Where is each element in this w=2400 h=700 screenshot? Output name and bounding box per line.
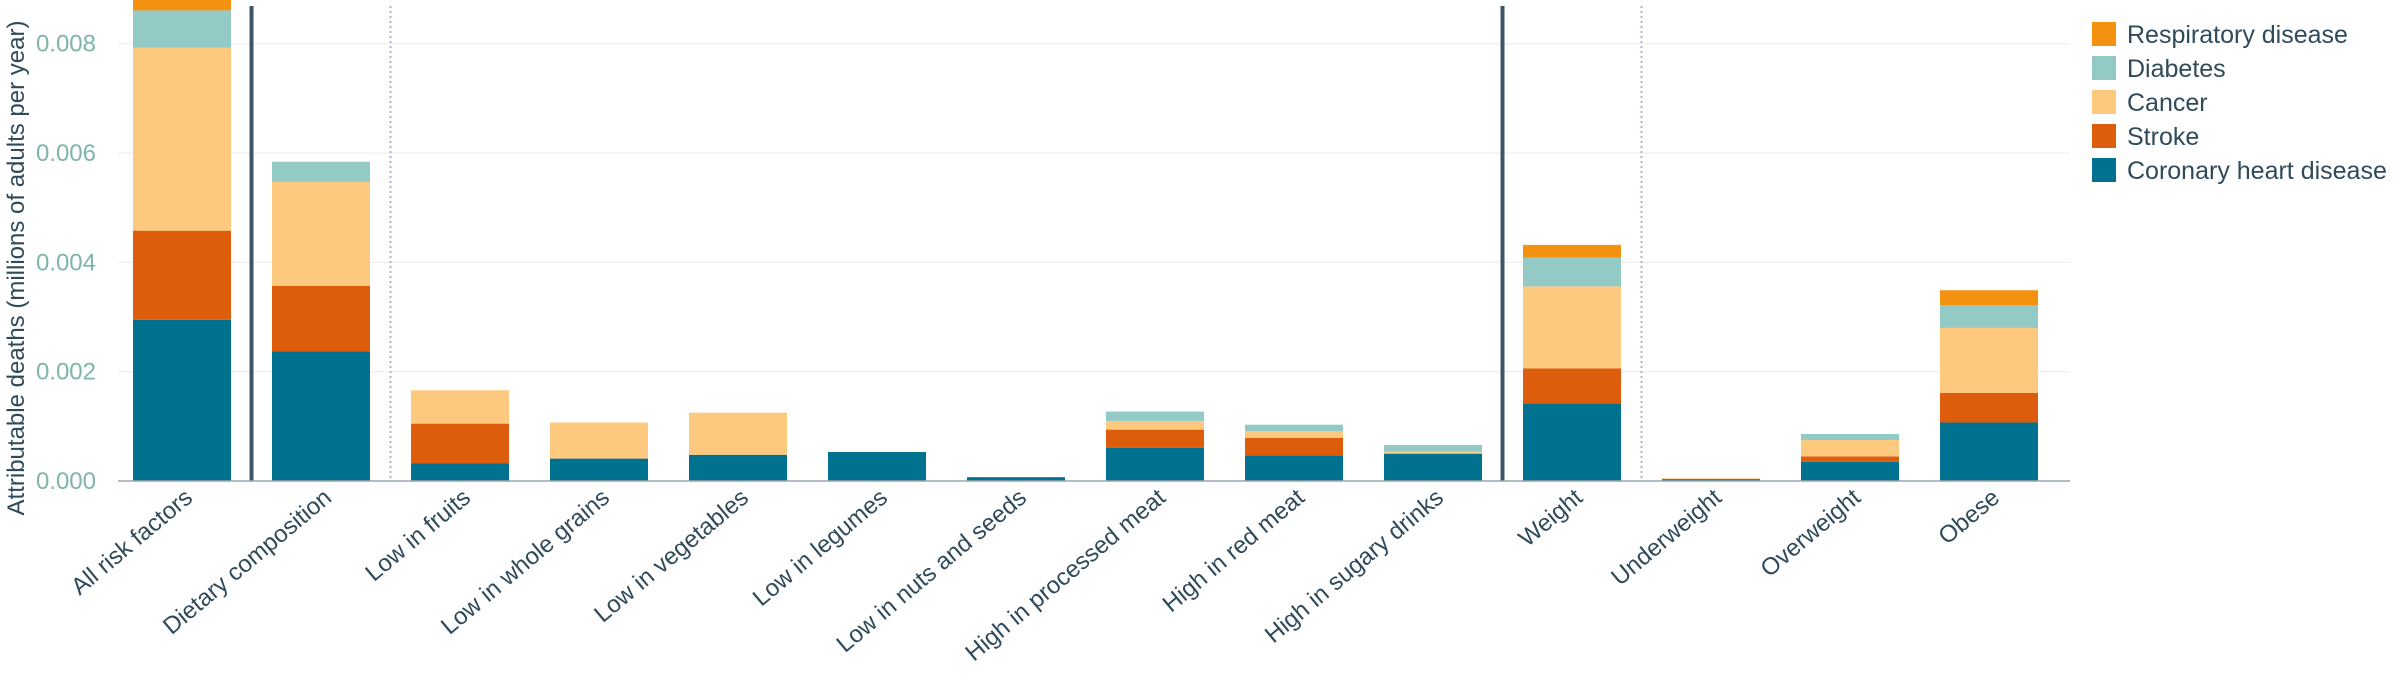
- bars: [133, 0, 2038, 481]
- bar-segment-cancer: [1106, 420, 1204, 430]
- bar-segment-coronary-heart-disease: [411, 463, 509, 481]
- legend-label: Coronary heart disease: [2127, 157, 2387, 185]
- bar-segment-respiratory-disease: [1940, 290, 2038, 305]
- bar-segment-stroke: [411, 423, 509, 464]
- bar-segment-cancer: [133, 47, 231, 231]
- bar-segment-coronary-heart-disease: [1523, 403, 1621, 481]
- bar-segment-stroke: [1523, 368, 1621, 404]
- legend-label: Cancer: [2127, 89, 2208, 117]
- y-axis-title: Attributable deaths (millions of adults …: [3, 21, 30, 516]
- x-category-label: Low in vegetables: [589, 484, 754, 628]
- group-separators: [249, 6, 1643, 481]
- bar-segment-stroke: [133, 230, 231, 320]
- bar-segment-stroke: [1245, 437, 1343, 456]
- bar-segment-cancer: [1523, 286, 1621, 369]
- x-category-label: Weight: [1514, 484, 1588, 553]
- legend-swatch: [2092, 158, 2116, 182]
- bar-segment-diabetes: [272, 161, 370, 183]
- bar-segment-coronary-heart-disease: [1384, 453, 1482, 481]
- legend-swatch: [2092, 90, 2116, 114]
- y-tick-label: 0.000: [36, 468, 96, 495]
- bar-segment-stroke: [1940, 392, 2038, 423]
- gridlines: [118, 43, 2070, 373]
- bar-segment-coronary-heart-disease: [828, 452, 926, 481]
- bar-segment-cancer: [1940, 327, 2038, 393]
- x-category-label: Low in legumes: [748, 484, 893, 612]
- bar-segment-diabetes: [1384, 444, 1482, 452]
- bar-segment-cancer: [272, 182, 370, 286]
- bar-segment-coronary-heart-disease: [1940, 422, 2038, 481]
- x-category-label: High in red meat: [1158, 484, 1310, 618]
- bar-segment-coronary-heart-disease: [1662, 479, 1760, 481]
- bar-segment-coronary-heart-disease: [967, 477, 1065, 481]
- legend-item: Stroke: [2092, 123, 2199, 151]
- bar-segment-coronary-heart-disease: [1801, 461, 1899, 481]
- legend-swatch: [2092, 22, 2116, 46]
- legend-item: Coronary heart disease: [2092, 157, 2387, 185]
- x-category-label: Obese: [1933, 484, 2005, 550]
- legend-swatch: [2092, 56, 2116, 80]
- bar-segment-stroke: [1662, 478, 1760, 480]
- bar-segment-cancer: [1245, 431, 1343, 438]
- x-category-label: Overweight: [1756, 484, 1867, 583]
- bar-segment-stroke: [1801, 456, 1899, 462]
- bar-segment-coronary-heart-disease: [1106, 447, 1204, 481]
- y-tick-label: 0.004: [36, 249, 96, 276]
- bar-segment-cancer: [1384, 451, 1482, 454]
- bar-segment-diabetes: [1106, 411, 1204, 421]
- bar-segment-cancer: [411, 390, 509, 424]
- legend-label: Respiratory disease: [2127, 21, 2348, 49]
- legend: Respiratory disease Diabetes Cancer Stroke C…: [2092, 21, 2387, 185]
- y-tick-label: 0.008: [36, 31, 96, 58]
- bar-segment-coronary-heart-disease: [689, 454, 787, 481]
- bar-segment-cancer: [550, 422, 648, 459]
- x-category-label: All risk factors: [66, 484, 198, 601]
- bar-segment-diabetes: [1245, 424, 1343, 432]
- bar-segment-coronary-heart-disease: [550, 458, 648, 481]
- bar-segment-cancer: [1662, 478, 1760, 479]
- y-tick-label: 0.002: [36, 359, 96, 386]
- bar-segment-diabetes: [1801, 433, 1899, 441]
- legend-label: Diabetes: [2127, 55, 2226, 83]
- bar-segment-diabetes: [1940, 304, 2038, 328]
- bar-segment-coronary-heart-disease: [272, 351, 370, 481]
- bar-segment-coronary-heart-disease: [133, 319, 231, 481]
- y-tick-label: 0.006: [36, 140, 96, 167]
- legend-label: Stroke: [2127, 123, 2199, 151]
- bar-segment-respiratory-disease: [133, 0, 231, 11]
- x-category-label: Low in fruits: [360, 484, 475, 587]
- legend-item: Diabetes: [2092, 55, 2226, 83]
- bar-segment-diabetes: [133, 10, 231, 48]
- bar-segment-cancer: [689, 412, 787, 455]
- bar-segment-stroke: [272, 285, 370, 352]
- bar-segment-respiratory-disease: [1523, 244, 1621, 258]
- x-category-label: Underweight: [1606, 484, 1727, 592]
- legend-item: Cancer: [2092, 89, 2208, 117]
- bar-segment-diabetes: [1523, 257, 1621, 287]
- bar-segment-stroke: [1106, 429, 1204, 448]
- bar-segment-coronary-heart-disease: [1245, 455, 1343, 481]
- legend-item: Respiratory disease: [2092, 21, 2348, 49]
- bar-segment-cancer: [1801, 440, 1899, 457]
- legend-swatch: [2092, 124, 2116, 148]
